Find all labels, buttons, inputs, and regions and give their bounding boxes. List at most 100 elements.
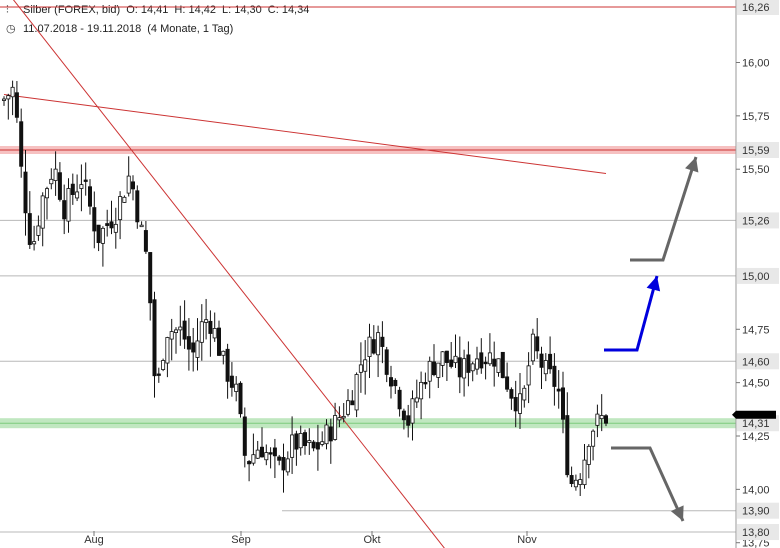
price-label-text: 15,59 [742,145,770,157]
candle-down [423,382,428,385]
price-label-text: 13,75 [742,538,770,548]
price-label-text: 15,50 [742,164,770,176]
candle-down [135,190,140,223]
x-tick-label-aug: Aug [84,534,104,546]
candle-up [161,360,166,370]
candle-down [302,432,307,447]
candle-down [561,387,566,420]
candle-down [27,213,32,245]
candle-up [204,319,209,323]
candle-down [406,415,411,426]
forecast-arrow-blue [604,275,661,352]
candle-up [173,329,178,333]
candle-up [333,415,338,440]
candle-down [225,348,230,382]
price-label-text: 16,26 [742,2,770,14]
price-label-15-00: 15,00 [737,267,779,284]
candle-up [290,434,295,458]
price-label-13-80: 13,80 [737,524,779,541]
candle-up [470,363,475,372]
candle-down [388,377,393,387]
candle-down [548,353,553,370]
candle-down [14,92,19,118]
candle-down [238,382,243,415]
candle-up [573,479,578,488]
candle-up [578,479,583,485]
price-label-box [737,415,779,432]
candle-up [599,415,604,420]
forecast-arrow-gray-down-line [611,446,685,522]
candle-up [591,430,596,447]
price-label-text: 14,31 [742,418,770,430]
price-label-text: 13,80 [742,527,770,539]
candle-down [259,446,264,458]
candle-up [139,224,144,228]
candle-up [36,225,41,236]
candle-down [92,207,97,232]
candle-down [70,183,75,195]
price-label-text: 15,26 [742,215,770,227]
price-label-box [737,0,779,15]
current-price-marker [732,410,776,419]
candle-up [582,459,587,486]
candle-down [449,359,454,367]
candle-up [10,86,15,98]
candle-down [277,456,282,461]
price-label-13-75: 13,75 [742,538,770,548]
candle-up [251,454,256,464]
candle-down [247,461,252,465]
candle-up [487,352,492,365]
candle-up [363,359,368,372]
price-label-14-75: 14,75 [742,324,770,336]
candle-down [401,410,406,421]
candle-down [182,320,187,340]
candle-up [79,184,84,189]
x-tick-label-nov: Nov [517,534,537,546]
price-label-text: 15,75 [742,111,770,123]
candle-up [221,350,226,356]
candle-down [513,397,518,412]
candle-down [397,389,402,410]
x-tick-label-sep: Sep [231,534,251,546]
candle-up [543,360,548,375]
candle-up [324,424,329,445]
price-label-14-60: 14,60 [737,353,779,370]
price-label-14-00: 14,00 [742,484,770,496]
candle-down [509,389,514,399]
candle-up [462,358,467,379]
candle-down [105,223,110,226]
candle-down [281,457,286,471]
candle-down [88,186,93,207]
price-label-box [737,267,779,284]
candle-up [285,458,290,473]
candle-up [264,452,269,461]
candle-down [83,179,88,182]
candle-up [436,362,441,378]
candle-up [419,381,424,400]
candle-up [118,196,123,221]
price-label-box [737,502,779,519]
candle-down [552,365,557,387]
clock-icon: ◷ [6,23,16,35]
candle-down [229,375,234,388]
candle-down [380,336,385,347]
candle-down [57,172,62,200]
candle-up [66,188,71,222]
candle-up [178,326,183,331]
price-label-text: 14,50 [742,378,770,390]
candle-down [500,351,505,379]
candle-down [191,342,196,353]
candle-down [315,442,320,450]
candle-up [49,178,54,185]
candle-up [522,387,527,401]
candle-up [586,445,591,465]
candle-down [152,299,157,377]
candle-down [311,441,316,449]
candle-up [414,397,419,403]
candle-up [474,358,479,370]
candle-up [354,374,359,411]
price-label-text: 14,00 [742,484,770,496]
candle-down [186,336,191,350]
candle-up [530,333,535,362]
